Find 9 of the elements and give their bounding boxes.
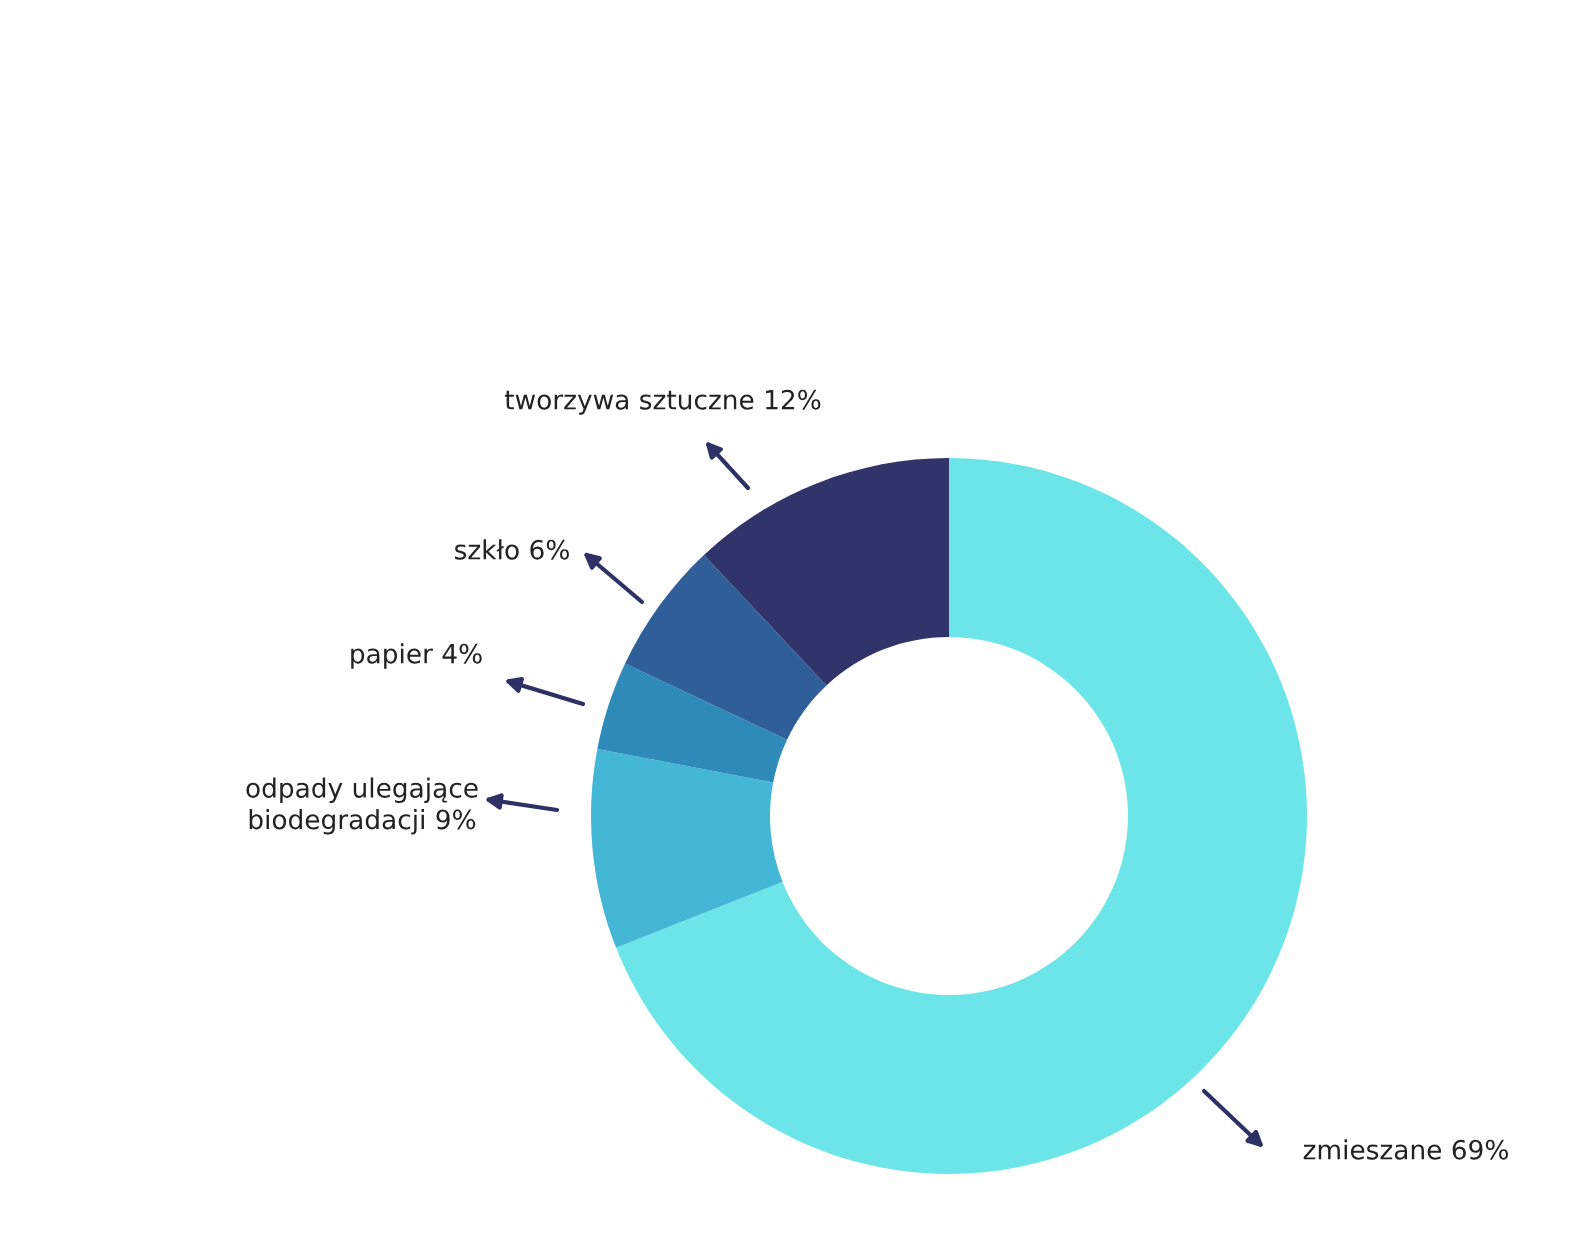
slice-label: odpady ulegające biodegradacji 9% — [246, 777, 478, 835]
donut-slice — [703, 458, 949, 686]
slice-label: tworzywa sztuczne 12% — [504, 389, 821, 415]
donut-slice — [597, 663, 788, 783]
donut-slice — [625, 555, 827, 740]
donut-slice — [591, 748, 783, 948]
slice-label: szkło 6% — [455, 539, 569, 560]
slice-label: zmieszane 69% — [1303, 1139, 1508, 1160]
slice-label: papier 4% — [351, 643, 482, 669]
